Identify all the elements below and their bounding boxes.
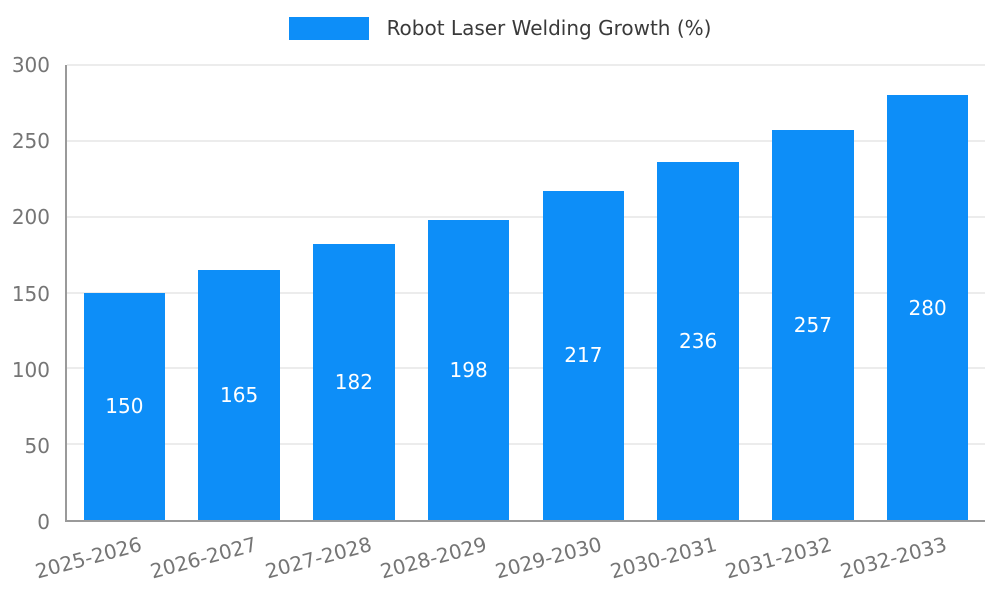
y-tick-label: 50: [24, 433, 50, 458]
y-tick-label: 200: [11, 205, 50, 230]
bar-2028-2029: 198: [427, 219, 510, 520]
bar-value-label: 236: [679, 329, 718, 354]
gridline: [67, 140, 985, 142]
y-axis: 0 50 100 150 200 250 300: [0, 54, 58, 533]
y-tick-label: 0: [37, 510, 50, 534]
x-tick-label: 2025-2026: [33, 532, 145, 584]
gridline: [67, 443, 985, 445]
bar-value-label: 198: [449, 357, 488, 382]
legend-label: Robot Laser Welding Growth (%): [386, 16, 712, 40]
y-tick-label: 300: [11, 53, 50, 77]
x-tick-label: 2026-2027: [148, 532, 260, 584]
y-tick-label: 150: [11, 281, 50, 306]
x-tick-label: 2028-2029: [378, 532, 490, 584]
bar-2031-2032: 257: [772, 130, 854, 520]
x-tick-label: 2032-2033: [838, 532, 950, 584]
legend: Robot Laser Welding Growth (%): [0, 16, 1000, 40]
bar-2030-2031: 236: [657, 162, 739, 520]
bar-2032-2033: 280: [886, 95, 969, 520]
bar-value-label: 217: [564, 343, 603, 368]
y-tick-label: 100: [11, 357, 50, 382]
gridline: [67, 367, 985, 369]
bar-value-label: 257: [793, 313, 832, 338]
y-tick-label: 250: [11, 129, 50, 154]
gridline: [67, 64, 985, 66]
x-tick-label: 2027-2028: [263, 532, 375, 584]
gridline: [67, 216, 985, 218]
bar-2026-2027: 165: [198, 269, 280, 520]
x-tick-label: 2029-2030: [493, 532, 605, 584]
plot-area: 150 165 182 198 217 236 257 280: [65, 64, 985, 522]
bar-2027-2028: 182: [313, 243, 395, 520]
gridline: [67, 292, 985, 293]
bar-value-label: 150: [105, 394, 144, 419]
bar-value-label: 280: [908, 295, 947, 320]
bar-2029-2030: 217: [542, 190, 625, 520]
bar-value-label: 182: [334, 369, 373, 394]
legend-swatch-icon: [288, 16, 369, 40]
x-tick-label: 2031-2032: [723, 532, 835, 584]
x-axis: 2025-2026 2026-2027 2027-2028 2028-2029 2029…: [33, 524, 985, 600]
bar-value-label: 165: [220, 382, 259, 407]
bar-2025-2026: 150: [83, 292, 166, 520]
x-tick-label: 2030-2031: [608, 532, 720, 584]
